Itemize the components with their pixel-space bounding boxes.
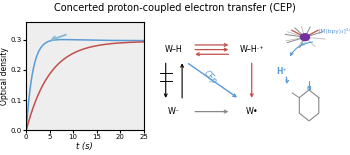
X-axis label: t (s): t (s) xyxy=(77,142,93,151)
Text: N: N xyxy=(307,86,312,91)
Text: W–H: W–H xyxy=(165,45,183,54)
Text: [M(bpy)₃]³⁺: [M(bpy)₃]³⁺ xyxy=(319,28,350,34)
Circle shape xyxy=(300,34,309,41)
Text: W⁻: W⁻ xyxy=(168,107,180,116)
Text: H⁺: H⁺ xyxy=(276,67,287,76)
Text: e⁻: e⁻ xyxy=(300,42,308,47)
Text: W•: W• xyxy=(245,107,258,116)
Text: W–H·⁺: W–H·⁺ xyxy=(239,45,264,54)
Y-axis label: Optical density: Optical density xyxy=(0,47,9,105)
Text: Concerted proton-coupled electron transfer (CEP): Concerted proton-coupled electron transf… xyxy=(54,3,296,13)
Text: CEp: CEp xyxy=(201,69,218,86)
